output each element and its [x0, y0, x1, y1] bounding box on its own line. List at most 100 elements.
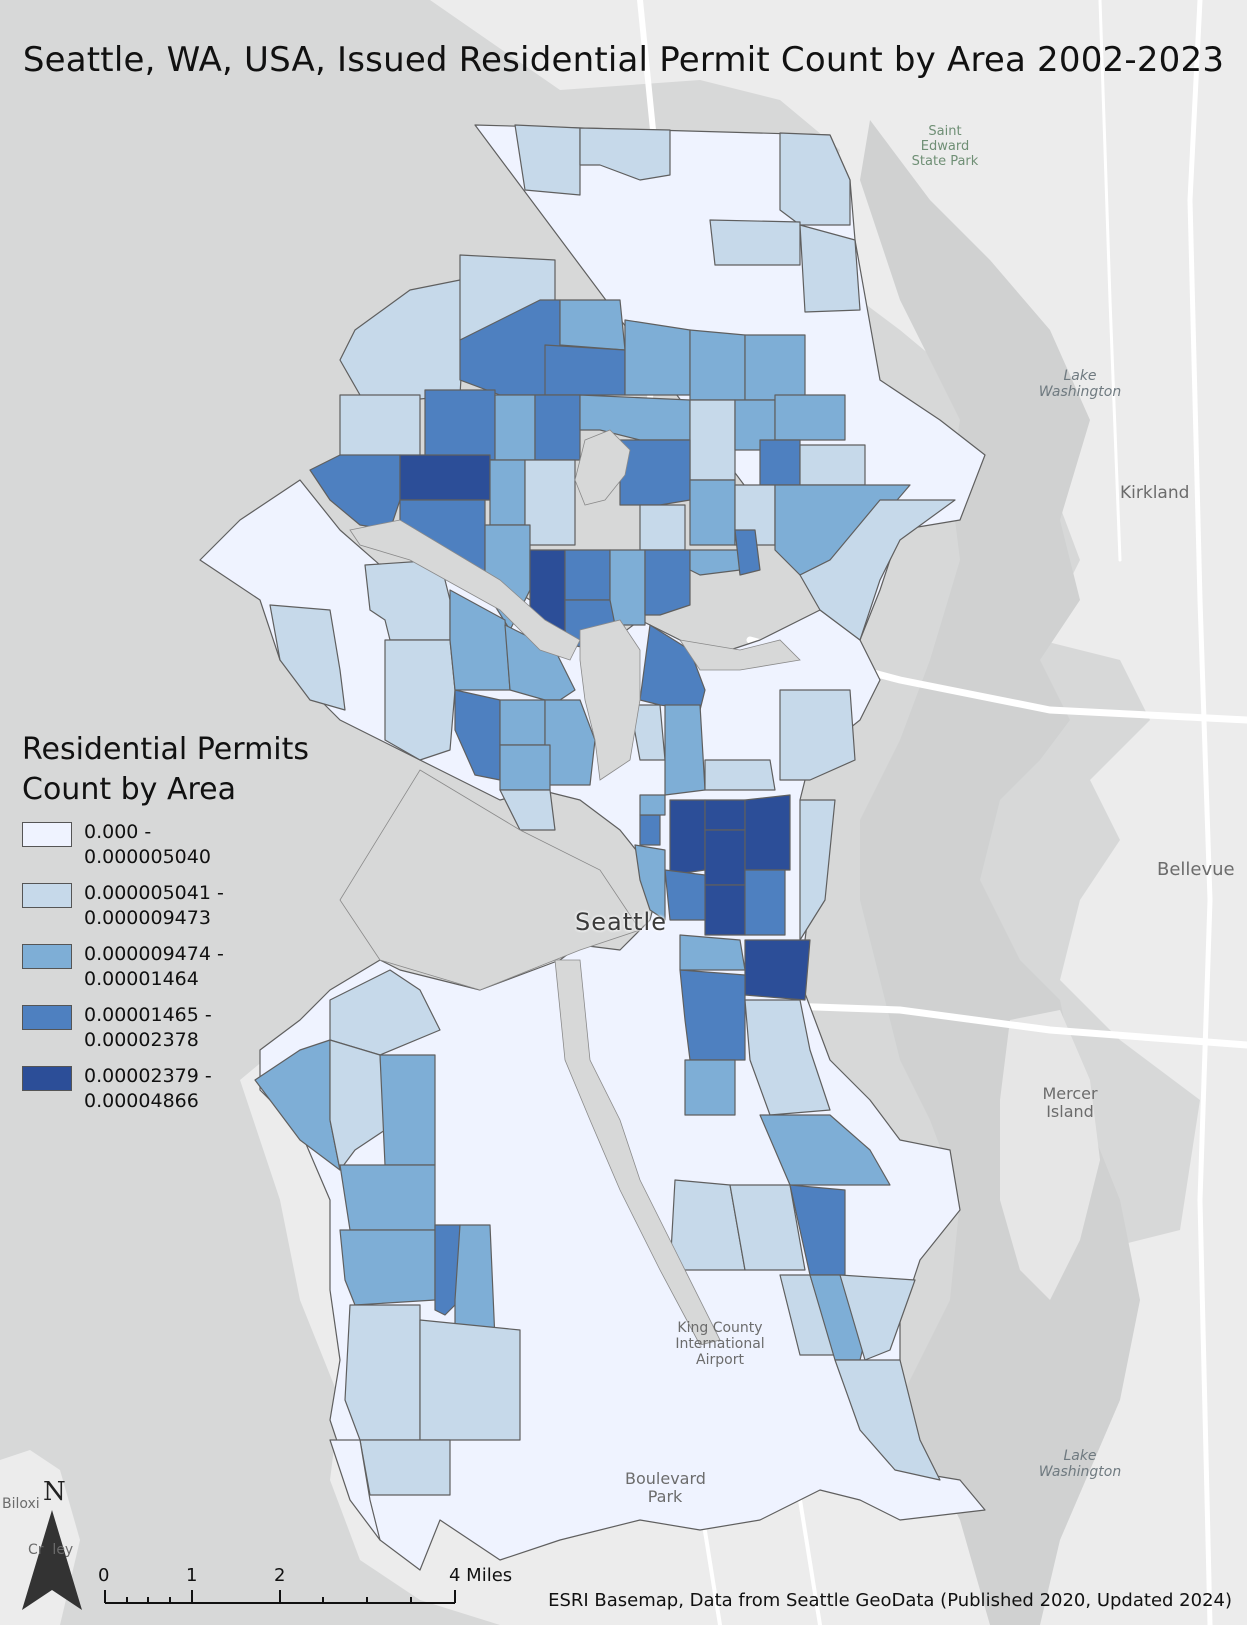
place-label-king-county-airport: King County International Airport — [675, 1320, 765, 1369]
legend-swatch — [22, 944, 72, 969]
zone — [384, 639, 456, 761]
zone — [489, 459, 526, 526]
zone — [744, 869, 786, 936]
zone — [419, 1319, 521, 1441]
zone — [379, 1054, 436, 1166]
zone — [499, 699, 546, 746]
zone — [834, 1359, 941, 1481]
zone — [639, 814, 661, 846]
zone — [309, 454, 401, 531]
zone — [494, 394, 536, 461]
zone — [434, 1224, 461, 1316]
zone — [779, 689, 856, 781]
zone — [499, 744, 551, 791]
duwamish — [554, 959, 721, 1346]
place-label-mercer-island: Mercer Island — [1042, 1084, 1098, 1122]
zone — [744, 334, 806, 401]
zone — [534, 394, 581, 461]
ship-canal — [349, 519, 581, 661]
place-label-bellevue: Bellevue — [1157, 859, 1235, 880]
zone — [839, 1274, 916, 1361]
place-label-lake-washington-south: Lake Washington — [1038, 1448, 1122, 1481]
zone — [799, 799, 836, 941]
legend-title-line2: Count by Area — [22, 772, 236, 807]
legend-label: 0.000009474 - 0.00001464 — [84, 942, 244, 992]
zone — [744, 999, 831, 1116]
legend-label-line1: 0.000005041 - — [84, 882, 224, 904]
legend: Residential Permits Count by Area 0.000 … — [22, 730, 322, 1125]
place-label-saint-edward: Saint Edward State Park — [911, 124, 979, 169]
zone — [609, 549, 646, 626]
scale-label-2: 2 — [274, 1565, 286, 1586]
north-arrow-letter: N — [43, 1477, 66, 1507]
legend-label-line1: 0.00002379 - — [84, 1065, 212, 1087]
scale-label-0: 0 — [98, 1565, 110, 1586]
zone — [734, 529, 761, 576]
zone — [269, 604, 346, 711]
scale-bar — [104, 1590, 456, 1604]
water-features — [339, 429, 801, 1346]
map-title: Seattle, WA, USA, Issued Residential Per… — [22, 40, 1225, 80]
place-label-boulevard-park: Boulevard Park — [625, 1469, 706, 1507]
zone — [339, 1164, 436, 1231]
legend-label: 0.00002379 - 0.00004866 — [84, 1064, 244, 1114]
zone — [779, 132, 851, 226]
legend-item: 0.000009474 - 0.00001464 — [22, 942, 322, 1003]
legend-label-line1: 0.000009474 - — [84, 943, 224, 965]
zone — [449, 589, 511, 691]
choropleth — [199, 124, 986, 1571]
zone — [619, 439, 691, 506]
zone — [664, 704, 706, 796]
lake-union — [579, 619, 641, 781]
zone — [624, 319, 691, 396]
zone — [564, 549, 611, 601]
zone — [704, 884, 746, 936]
zone — [644, 549, 691, 616]
zone — [689, 549, 741, 576]
place-label-seattle: Seattle — [575, 908, 667, 936]
legend-label: 0.00001465 - 0.00002378 — [84, 1003, 244, 1053]
zone — [799, 499, 956, 641]
zone — [454, 1224, 496, 1341]
zone — [684, 1059, 736, 1116]
zone — [744, 794, 791, 871]
zone — [799, 224, 861, 313]
zone — [339, 394, 421, 461]
zone — [329, 1439, 381, 1541]
north-arrow-icon — [22, 1510, 82, 1610]
zone — [524, 459, 576, 546]
legend-label-line2: 0.000009473 — [84, 907, 211, 929]
zone — [544, 344, 626, 396]
elliott-bay — [339, 769, 641, 991]
zone — [744, 939, 811, 1001]
legend-label-line2: 0.00004866 — [84, 1090, 199, 1112]
place-label-kirkland: Kirkland — [1120, 483, 1190, 503]
north-arrow — [22, 1510, 82, 1610]
legend-swatch — [22, 1066, 72, 1091]
legend-item: 0.00001465 - 0.00002378 — [22, 1003, 322, 1064]
place-label-biloxi: Biloxi — [2, 1496, 40, 1512]
zone — [759, 439, 801, 486]
zone — [704, 799, 746, 831]
legend-label: 0.000 - 0.000005040 — [84, 821, 211, 868]
portage-bay — [679, 639, 801, 671]
zone — [579, 127, 671, 181]
zone — [689, 479, 736, 546]
legend-label-line2: 0.00002378 — [84, 1029, 199, 1051]
zone — [339, 279, 466, 401]
zone — [759, 1114, 891, 1186]
zone — [559, 299, 626, 351]
zone — [499, 789, 556, 831]
legend-title-line1: Residential Permits — [22, 732, 310, 767]
zone — [704, 829, 746, 886]
scale-label-1: 1 — [186, 1565, 198, 1586]
zone — [634, 844, 666, 921]
zone — [424, 389, 496, 461]
place-label-lake-washington-north: Lake Washington — [1038, 368, 1122, 401]
zone — [774, 394, 846, 441]
legend-label-line2: 0.00001464 — [84, 968, 199, 990]
legend-swatch — [22, 883, 72, 908]
zone — [704, 759, 776, 791]
legend-title: Residential Permits Count by Area — [22, 730, 322, 810]
